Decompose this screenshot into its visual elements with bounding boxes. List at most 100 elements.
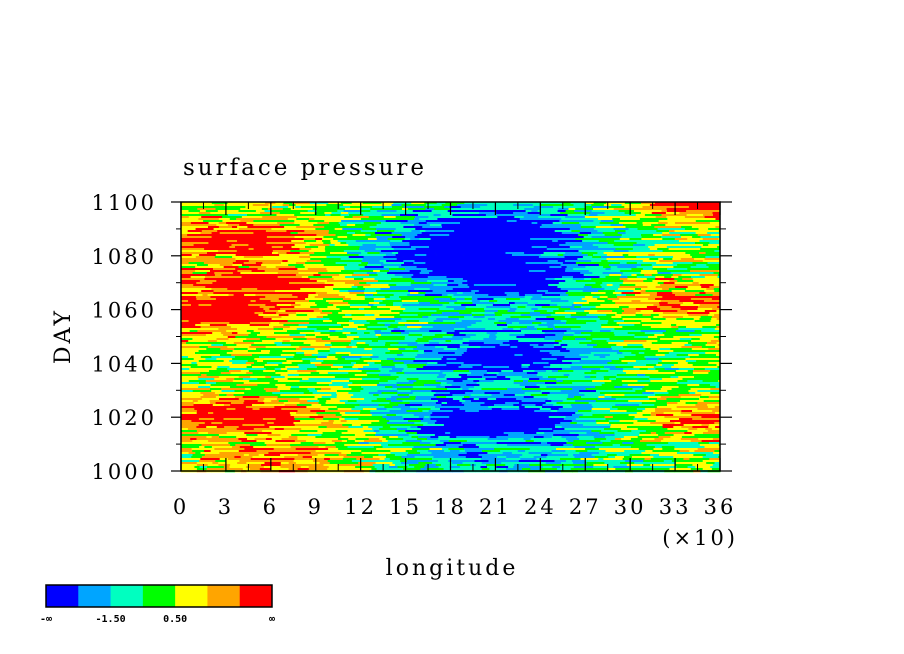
heatmap-cell-r7-c9 [328, 216, 345, 219]
heatmap-cell-r22-c30 [561, 246, 571, 249]
heatmap-cell-r23-c38 [668, 248, 680, 251]
heatmap-cell-r7-c35 [684, 216, 706, 219]
heatmap-cell-r55-c27 [510, 312, 519, 315]
heatmap-cell-r0-c41 [698, 202, 712, 205]
heatmap-cell-r81-c14 [406, 364, 420, 367]
heatmap-cell-r23-c37 [657, 248, 669, 251]
heatmap-cell-r110-c5 [233, 422, 248, 425]
heatmap-cell-r101-c2 [212, 404, 225, 407]
heatmap-cell-r55-c32 [568, 312, 577, 315]
heatmap-cell-r32-c4 [231, 266, 239, 269]
heatmap-cell-r64-c14 [374, 330, 382, 333]
heatmap-cell-r107-c1 [192, 416, 204, 419]
heatmap-cell-r22-c34 [615, 246, 630, 249]
heatmap-cell-r118-c2 [196, 438, 204, 441]
heatmap-cell-r13-c6 [271, 228, 283, 231]
heatmap-cell-r70-c31 [579, 342, 589, 345]
heatmap-cell-r98-c11 [330, 398, 347, 401]
heatmap-cell-r88-c13 [349, 378, 363, 381]
heatmap-cell-r100-c36 [649, 402, 668, 405]
heatmap-cell-r116-c13 [354, 434, 366, 437]
heatmap-cell-r42-c30 [557, 286, 578, 289]
heatmap-cell-r10-c40 [689, 222, 711, 225]
heatmap-cell-r70-c44 [716, 342, 721, 345]
heatmap-cell-r29-c19 [479, 260, 501, 263]
heatmap-cell-r112-c27 [524, 426, 531, 429]
heatmap-cell-r116-c6 [257, 434, 268, 437]
heatmap-cell-r60-c6 [270, 322, 280, 325]
heatmap-cell-r64-c17 [404, 330, 425, 333]
heatmap-cell-r62-c32 [563, 326, 572, 329]
heatmap-cell-r17-c5 [266, 236, 281, 239]
heatmap-cell-r27-c1 [195, 256, 216, 259]
heatmap-cell-r27-c33 [636, 256, 657, 259]
heatmap-cell-r114-c24 [504, 430, 518, 433]
heatmap-cell-r93-c9 [277, 388, 291, 391]
heatmap-cell-r21-c21 [469, 244, 488, 247]
heatmap-cell-r40-c38 [674, 282, 693, 285]
heatmap-cell-r61-c4 [234, 324, 251, 327]
heatmap-cell-r4-c15 [352, 210, 362, 213]
heatmap-cell-r56-c38 [650, 314, 660, 317]
heatmap-cell-r37-c5 [254, 276, 271, 279]
heatmap-cell-r91-c9 [301, 384, 314, 387]
heatmap-cell-r38-c40 [704, 278, 719, 281]
heatmap-cell-r43-c21 [452, 288, 459, 291]
heatmap-cell-r77-c40 [674, 356, 685, 359]
heatmap-cell-r23-c25 [510, 248, 520, 251]
heatmap-cell-r117-c19 [411, 436, 419, 439]
heatmap-cell-r117-c18 [397, 436, 412, 439]
heatmap-cell-r56-c39 [658, 314, 678, 317]
heatmap-cell-r92-c2 [210, 386, 231, 389]
heatmap-cell-r47-c15 [389, 296, 400, 299]
heatmap-cell-r76-c43 [705, 354, 717, 357]
heatmap-cell-r32-c11 [324, 266, 345, 269]
heatmap-cell-r97-c32 [598, 396, 605, 399]
heatmap-cell-r76-c14 [358, 354, 373, 357]
heatmap-cell-r24-c17 [437, 250, 445, 253]
heatmap-cell-r92-c0 [181, 386, 199, 389]
heatmap-cell-r40-c4 [232, 282, 239, 285]
heatmap-cell-r105-c33 [595, 412, 616, 415]
heatmap-cell-r25-c22 [456, 252, 464, 255]
heatmap-cell-r9-c12 [341, 220, 355, 223]
heatmap-cell-r50-c24 [472, 302, 487, 305]
heatmap-cell-r44-c20 [446, 290, 464, 293]
heatmap-cell-r59-c0 [181, 320, 189, 323]
heatmap-cell-r51-c42 [691, 304, 700, 307]
heatmap-cell-r8-c13 [330, 218, 343, 221]
heatmap-cell-r54-c30 [546, 310, 554, 313]
heatmap-cell-r33-c30 [573, 268, 592, 271]
heatmap-cell-r76-c28 [534, 354, 552, 357]
heatmap-cell-r8-c37 [639, 218, 655, 221]
heatmap-cell-r71-c16 [385, 344, 391, 347]
heatmap-cell-r116-c24 [495, 434, 509, 437]
heatmap-cell-r14-c33 [579, 230, 598, 233]
heatmap-cell-r112-c1 [196, 426, 207, 429]
heatmap-cell-r21-c29 [574, 244, 594, 247]
heatmap-cell-r0-c20 [445, 202, 465, 205]
heatmap-cell-r56-c23 [472, 314, 485, 317]
heatmap-cell-r58-c9 [276, 318, 289, 321]
heatmap-cell-r24-c21 [485, 250, 507, 253]
heatmap-cell-r76-c23 [461, 354, 479, 357]
heatmap-cell-r19-c34 [598, 240, 615, 243]
heatmap-cell-r16-c21 [429, 234, 450, 237]
heatmap-cell-r118-c8 [265, 438, 273, 441]
heatmap-cell-r11-c8 [279, 224, 301, 227]
heatmap-cell-r8-c2 [218, 218, 231, 221]
heatmap-cell-r85-c6 [265, 372, 276, 375]
heatmap-cell-r46-c6 [244, 294, 256, 297]
heatmap-cell-r114-c23 [489, 430, 506, 433]
heatmap-cell-r50-c12 [315, 302, 329, 305]
heatmap-cell-r82-c2 [211, 366, 218, 369]
heatmap-cell-r70-c1 [186, 342, 207, 345]
heatmap-cell-r63-c16 [419, 328, 439, 331]
heatmap-cell-r69-c28 [554, 340, 563, 343]
heatmap-cell-r34-c14 [341, 270, 361, 273]
heatmap-cell-r52-c9 [310, 306, 328, 309]
heatmap-cell-r63-c11 [357, 328, 367, 331]
heatmap-cell-r96-c35 [662, 394, 679, 397]
heatmap-cell-r114-c28 [553, 430, 563, 433]
heatmap-cell-r41-c16 [396, 284, 412, 287]
